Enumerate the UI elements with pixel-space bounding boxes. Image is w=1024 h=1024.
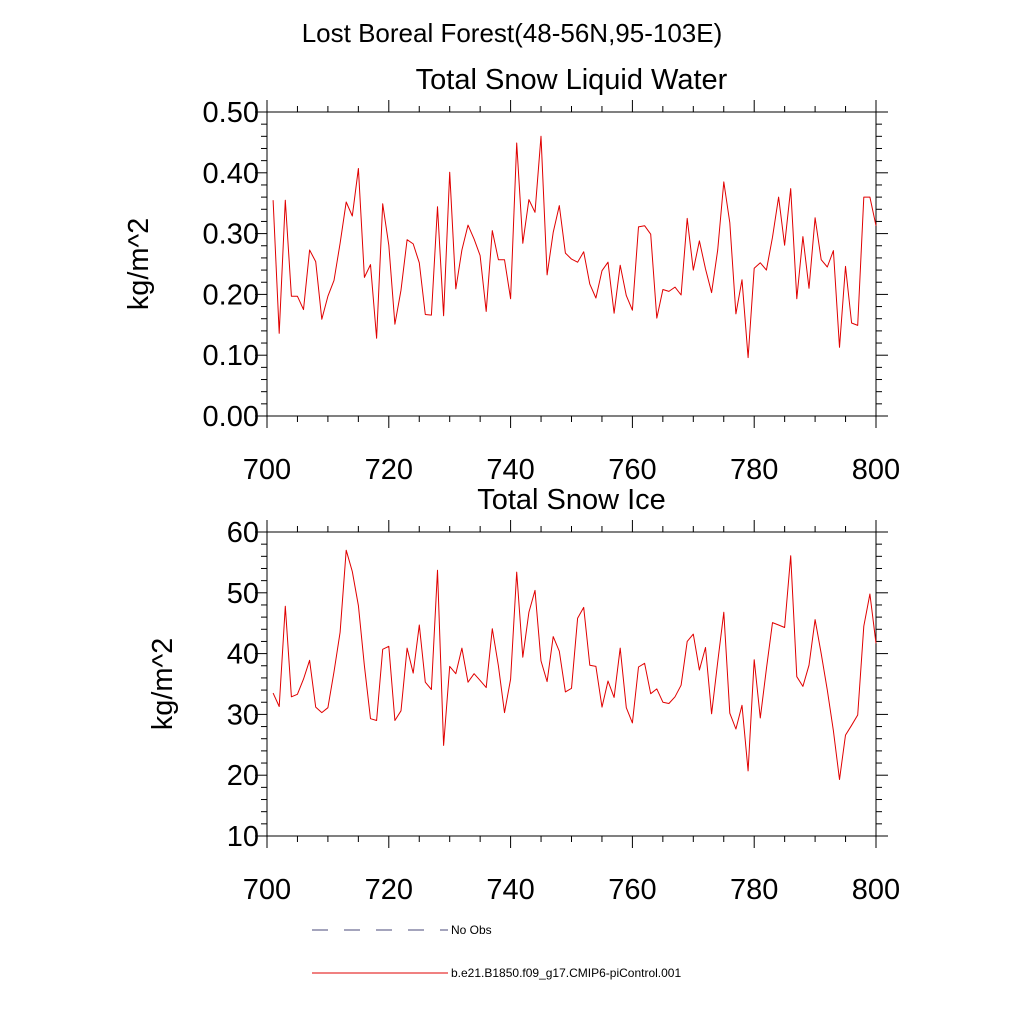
legend-label-picontrol: b.e21.B1850.f09_g17.CMIP6-piControl.001 bbox=[451, 966, 681, 980]
chart-0-title: Total Snow Liquid Water bbox=[416, 64, 728, 96]
chart-0-series-line-0 bbox=[272, 135, 877, 359]
chart-1-xtick-label: 700 bbox=[243, 874, 291, 906]
chart-0-ytick-label: 0.00 bbox=[203, 401, 259, 433]
chart-1-ytick-label: 30 bbox=[227, 699, 259, 731]
chart-0-ytick-label: 0.50 bbox=[203, 97, 259, 129]
chart-1-xtick-label: 780 bbox=[730, 874, 778, 906]
legend-item-no-obs: No Obs bbox=[312, 923, 492, 937]
chart-0-ytick-label: 0.30 bbox=[203, 219, 259, 251]
chart-1-ytick-label: 60 bbox=[227, 517, 259, 549]
legend: No Obs b.e21.B1850.f09_g17.CMIP6-piContr… bbox=[312, 923, 681, 980]
figure-title: Lost Boreal Forest(48-56N,95-103E) bbox=[302, 18, 723, 48]
chart-1-xtick-label: 740 bbox=[486, 874, 534, 906]
chart-0-ytick-label: 0.10 bbox=[203, 340, 259, 372]
chart-0-ytick-label: 0.20 bbox=[203, 279, 259, 311]
chart-snow-ice: Total Snow Ice kg/m^2 10 20 30 40 50 60 700 720 74… bbox=[147, 484, 900, 906]
chart-1-ytick-label: 40 bbox=[227, 639, 259, 671]
chart-snow-liquid-water: Total Snow Liquid Water kg/m^2 0.00 0.10 0.2… bbox=[123, 64, 900, 486]
legend-label-no-obs: No Obs bbox=[451, 923, 492, 937]
chart-0-xtick-label: 760 bbox=[608, 454, 656, 486]
chart-0-xtick-label: 720 bbox=[365, 454, 413, 486]
chart-1-ytick-label: 20 bbox=[227, 760, 259, 792]
chart-0-ytick-label: 0.40 bbox=[203, 158, 259, 190]
chart-1-xtick-label: 720 bbox=[365, 874, 413, 906]
chart-1-title: Total Snow Ice bbox=[477, 484, 666, 516]
chart-0-xtick-label: 740 bbox=[486, 454, 534, 486]
chart-0-xtick-label: 780 bbox=[730, 454, 778, 486]
chart-1-xtick-label: 800 bbox=[852, 874, 900, 906]
legend-item-picontrol: b.e21.B1850.f09_g17.CMIP6-piControl.001 bbox=[312, 966, 681, 980]
chart-1-xtick-label: 760 bbox=[608, 874, 656, 906]
chart-0-plot-frame bbox=[266, 111, 877, 417]
chart-1-ylabel: kg/m^2 bbox=[147, 638, 179, 731]
chart-1-series-line-0 bbox=[272, 549, 877, 780]
chart-0-xtick-label: 800 bbox=[852, 454, 900, 486]
chart-1-ytick-label: 50 bbox=[227, 578, 259, 610]
chart-0-xtick-label: 700 bbox=[243, 454, 291, 486]
chart-1-ytick-label: 10 bbox=[227, 821, 259, 853]
chart-0-ylabel: kg/m^2 bbox=[123, 218, 155, 311]
